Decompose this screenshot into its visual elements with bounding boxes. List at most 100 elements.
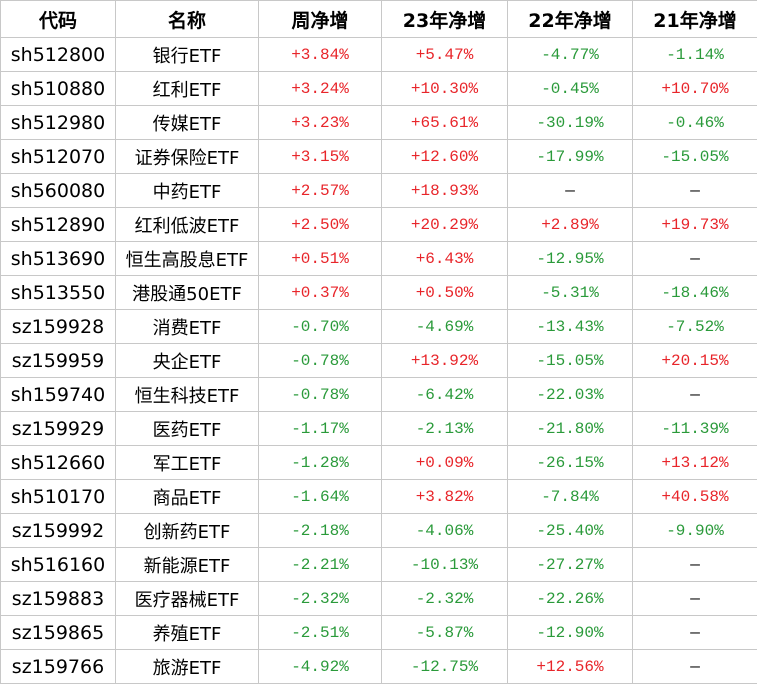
table-row: sh510170 商品ETF -1.64% +3.82% -7.84% +40.58% (0, 479, 757, 514)
code-cell: sz159883 (0, 581, 116, 616)
value-cell: +2.89% (507, 207, 633, 242)
value-cell: +2.57% (258, 173, 382, 208)
value-cell: -13.43% (507, 309, 633, 344)
code-cell: sh560080 (0, 173, 116, 208)
value-cell: -7.52% (632, 309, 757, 344)
value-cell: +0.50% (381, 275, 508, 310)
table-row: sh560080 中药ETF +2.57% +18.93% — — (0, 173, 757, 208)
table-row: sh512800 银行ETF +3.84% +5.47% -4.77% -1.14% (0, 37, 757, 72)
name-cell: 新能源ETF (115, 547, 259, 582)
value-cell: +0.51% (258, 241, 382, 276)
code-cell: sz159992 (0, 513, 116, 548)
value-cell: -2.18% (258, 513, 382, 548)
header-cell: 名称 (115, 0, 259, 38)
name-cell: 红利ETF (115, 71, 259, 106)
value-cell: +3.24% (258, 71, 382, 106)
value-cell: -25.40% (507, 513, 633, 548)
value-cell: +13.12% (632, 445, 757, 480)
value-cell: +19.73% (632, 207, 757, 242)
value-cell: +18.93% (381, 173, 508, 208)
name-cell: 医药ETF (115, 411, 259, 446)
header-row: 代码 名称 周净增 23年净增 22年净增 21年净增 (0, 0, 757, 38)
value-cell: +20.15% (632, 343, 757, 378)
value-cell: -7.84% (507, 479, 633, 514)
value-cell: -9.90% (632, 513, 757, 548)
value-cell: +12.56% (507, 649, 633, 684)
name-cell: 养殖ETF (115, 615, 259, 650)
value-cell: -22.03% (507, 377, 633, 412)
value-cell: +3.84% (258, 37, 382, 72)
name-cell: 商品ETF (115, 479, 259, 514)
value-cell: -4.77% (507, 37, 633, 72)
value-cell: -30.19% (507, 105, 633, 140)
name-cell: 传媒ETF (115, 105, 259, 140)
value-cell: — (632, 377, 757, 412)
code-cell: sz159929 (0, 411, 116, 446)
value-cell: -4.06% (381, 513, 508, 548)
code-cell: sh513690 (0, 241, 116, 276)
name-cell: 恒生高股息ETF (115, 241, 259, 276)
value-cell: -5.87% (381, 615, 508, 650)
value-cell: -0.78% (258, 343, 382, 378)
value-cell: +13.92% (381, 343, 508, 378)
value-cell: +5.47% (381, 37, 508, 72)
value-cell: — (632, 649, 757, 684)
code-cell: sh159740 (0, 377, 116, 412)
header-cell: 周净增 (258, 0, 382, 38)
value-cell: -2.32% (381, 581, 508, 616)
header-cell: 代码 (0, 0, 116, 38)
table-row: sz159929 医药ETF -1.17% -2.13% -21.80% -11.39% (0, 411, 757, 446)
value-cell: +2.50% (258, 207, 382, 242)
table-row: sz159992 创新药ETF -2.18% -4.06% -25.40% -9.90% (0, 513, 757, 548)
name-cell: 央企ETF (115, 343, 259, 378)
table-row: sh512070 证券保险ETF +3.15% +12.60% -17.99% -15.0… (0, 139, 757, 174)
code-cell: sz159865 (0, 615, 116, 650)
table-body: sh512800 银行ETF +3.84% +5.47% -4.77% -1.14% sh5… (0, 37, 757, 684)
value-cell: -0.46% (632, 105, 757, 140)
value-cell: +3.23% (258, 105, 382, 140)
value-cell: +65.61% (381, 105, 508, 140)
name-cell: 恒生科技ETF (115, 377, 259, 412)
code-cell: sh512980 (0, 105, 116, 140)
value-cell: -11.39% (632, 411, 757, 446)
table-row: sh510880 红利ETF +3.24% +10.30% -0.45% +10.70% (0, 71, 757, 106)
table-row: sh512890 红利低波ETF +2.50% +20.29% +2.89% +19.73… (0, 207, 757, 242)
header-cell: 23年净增 (381, 0, 508, 38)
value-cell: -1.64% (258, 479, 382, 514)
value-cell: — (632, 615, 757, 650)
value-cell: -0.45% (507, 71, 633, 106)
value-cell: -21.80% (507, 411, 633, 446)
value-cell: -15.05% (507, 343, 633, 378)
value-cell: +0.09% (381, 445, 508, 480)
value-cell: — (632, 173, 757, 208)
value-cell: -15.05% (632, 139, 757, 174)
value-cell: -0.70% (258, 309, 382, 344)
code-cell: sz159928 (0, 309, 116, 344)
value-cell: +0.37% (258, 275, 382, 310)
value-cell: -10.13% (381, 547, 508, 582)
value-cell: +12.60% (381, 139, 508, 174)
table-row: sh513690 恒生高股息ETF +0.51% +6.43% -12.95% — (0, 241, 757, 276)
value-cell: -22.26% (507, 581, 633, 616)
value-cell: -12.95% (507, 241, 633, 276)
value-cell: -2.32% (258, 581, 382, 616)
table-row: sh513550 港股通50ETF +0.37% +0.50% -5.31% -18.46… (0, 275, 757, 310)
name-cell: 港股通50ETF (115, 275, 259, 310)
table-row: sz159883 医疗器械ETF -2.32% -2.32% -22.26% — (0, 581, 757, 616)
value-cell: — (507, 173, 633, 208)
value-cell: -17.99% (507, 139, 633, 174)
table-row: sz159928 消费ETF -0.70% -4.69% -13.43% -7.52% (0, 309, 757, 344)
value-cell: -4.92% (258, 649, 382, 684)
value-cell: -1.28% (258, 445, 382, 480)
value-cell: -2.51% (258, 615, 382, 650)
table-row: sz159959 央企ETF -0.78% +13.92% -15.05% +20.15% (0, 343, 757, 378)
value-cell: +3.82% (381, 479, 508, 514)
name-cell: 中药ETF (115, 173, 259, 208)
value-cell: +6.43% (381, 241, 508, 276)
code-cell: sh512800 (0, 37, 116, 72)
table-row: sz159865 养殖ETF -2.51% -5.87% -12.90% — (0, 615, 757, 650)
code-cell: sh510170 (0, 479, 116, 514)
name-cell: 医疗器械ETF (115, 581, 259, 616)
value-cell: -1.14% (632, 37, 757, 72)
